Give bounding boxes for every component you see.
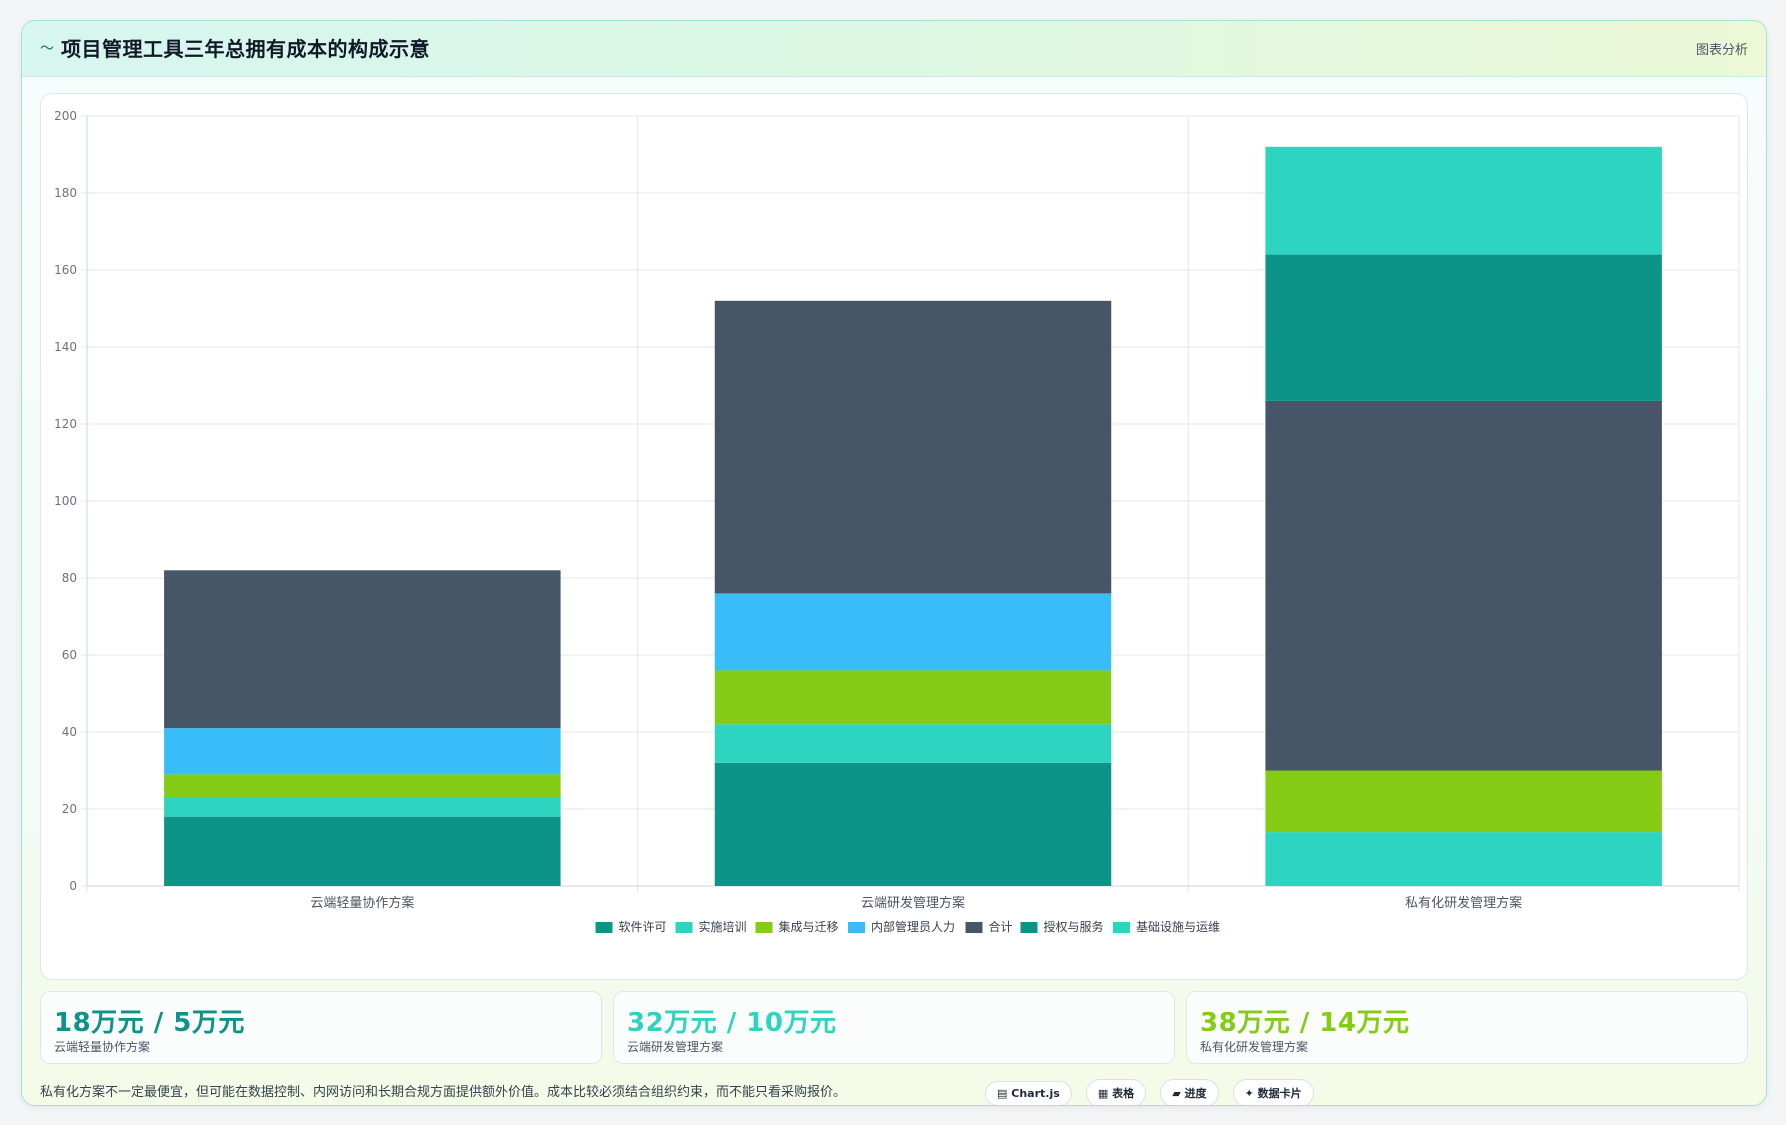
table-icon: ▦: [1097, 1087, 1109, 1100]
chip-progress[interactable]: ▰ 进度: [1160, 1079, 1219, 1105]
bar-segment: [164, 797, 561, 817]
stat-card-cloud-rd: 32万元 / 10万元 云端研发管理方案: [613, 991, 1175, 1064]
legend-swatch: [1113, 922, 1130, 933]
chip-chartjs[interactable]: ▤ Chart.js: [985, 1081, 1072, 1105]
chart-icon: ▤: [997, 1087, 1008, 1100]
legend-label: 授权与服务: [1044, 919, 1104, 934]
legend-swatch: [675, 922, 693, 933]
bar-segment: [714, 670, 1112, 725]
x-tick-label: 云端研发管理方案: [861, 895, 965, 911]
y-tick-label: 40: [62, 725, 77, 739]
bar-segment: [1265, 254, 1662, 401]
stats-row: 18万元 / 5万元 云端轻量协作方案 32万元 / 10万元 云端研发管理方案…: [40, 991, 1748, 1064]
chip-label: 数据卡片: [1257, 1087, 1302, 1100]
y-tick-label: 120: [54, 417, 77, 431]
sparkle-icon: ✦: [1244, 1087, 1254, 1100]
chart-analysis-button[interactable]: 图表分析: [1695, 43, 1748, 58]
bar-segment: [1265, 832, 1662, 886]
stat-card-private-rd: 38万元 / 14万元 私有化研发管理方案: [1186, 991, 1748, 1064]
bar-segment: [714, 300, 1112, 594]
y-tick-label: 200: [54, 109, 77, 123]
stat-value: 38万元 / 14万元: [1200, 1008, 1410, 1038]
legend-swatch: [595, 922, 613, 933]
panel-title: 项目管理工具三年总拥有成本的构成示意: [61, 37, 430, 61]
bar-segment: [1265, 770, 1662, 833]
y-tick-label: 140: [54, 340, 77, 354]
bar-segment: [714, 593, 1112, 671]
stat-label: 私有化研发管理方案: [1200, 1040, 1309, 1054]
x-tick-label: 私有化研发管理方案: [1405, 895, 1522, 911]
legend-swatch: [1020, 922, 1038, 933]
panel-header: 〜 项目管理工具三年总拥有成本的构成示意 图表分析: [22, 21, 1766, 77]
chart-card: 0 20 40 60 80 100 120 140 160 180 200 云端轻量协作方案 云端研发管…: [40, 93, 1748, 980]
bar-segment: [164, 816, 561, 886]
progress-icon: ▰: [1172, 1087, 1181, 1100]
bar-segment: [164, 774, 561, 798]
x-tick-label: 云端轻量协作方案: [310, 895, 414, 911]
footnote: 私有化方案不一定最便宜，但可能在数据控制、内网访问和长期合规方面提供额外价值。成…: [40, 1085, 847, 1100]
y-tick-label: 80: [62, 571, 77, 585]
chart-panel: 〜 项目管理工具三年总拥有成本的构成示意 图表分析 0 20 40 60 80 100 12…: [21, 20, 1767, 1106]
bar-segment: [164, 728, 561, 775]
bar-segment: [714, 762, 1112, 886]
chip-label: 表格: [1112, 1087, 1135, 1100]
stat-label: 云端轻量协作方案: [54, 1040, 151, 1054]
legend-swatch: [965, 922, 983, 933]
y-tick-label: 180: [54, 186, 77, 200]
stat-value: 32万元 / 10万元: [627, 1008, 837, 1038]
legend-label: 内部管理员人力: [871, 919, 955, 934]
legend-label: 集成与迁移: [779, 919, 839, 934]
stat-card-light-cloud: 18万元 / 5万元 云端轻量协作方案: [40, 991, 602, 1064]
stat-value: 18万元 / 5万元: [54, 1008, 245, 1038]
legend-swatch: [755, 922, 773, 933]
bar-segment: [1265, 400, 1662, 771]
legend-label: 软件许可: [619, 920, 667, 934]
legend-label: 基础设施与运维: [1136, 920, 1220, 934]
legend-swatch: [848, 922, 865, 933]
bar-segment: [1265, 146, 1662, 255]
stat-label: 云端研发管理方案: [627, 1040, 724, 1054]
legend-label: 合计: [989, 919, 1013, 934]
y-tick-label: 0: [69, 879, 77, 893]
bar-segment: [714, 724, 1112, 763]
chip-label: 进度: [1184, 1087, 1207, 1100]
stacked-bar-chart: 0 20 40 60 80 100 120 140 160 180 200 云端轻量协作方案 云端研发管…: [54, 109, 1740, 934]
chip-table[interactable]: ▦ 表格: [1085, 1079, 1147, 1105]
view-chips: ▤ Chart.js ▦ 表格 ▰ 进度 ✦ 数据卡片: [985, 1079, 1323, 1105]
chip-label: Chart.js: [1011, 1087, 1060, 1100]
trend-icon: 〜: [40, 41, 54, 57]
chip-data-card[interactable]: ✦ 数据卡片: [1232, 1079, 1314, 1105]
bar-segment: [164, 570, 561, 729]
y-tick-label: 100: [54, 494, 77, 508]
y-tick-label: 20: [62, 802, 77, 816]
y-tick-label: 60: [62, 648, 77, 662]
y-tick-label: 160: [54, 263, 77, 277]
legend-label: 实施培训: [699, 919, 747, 934]
